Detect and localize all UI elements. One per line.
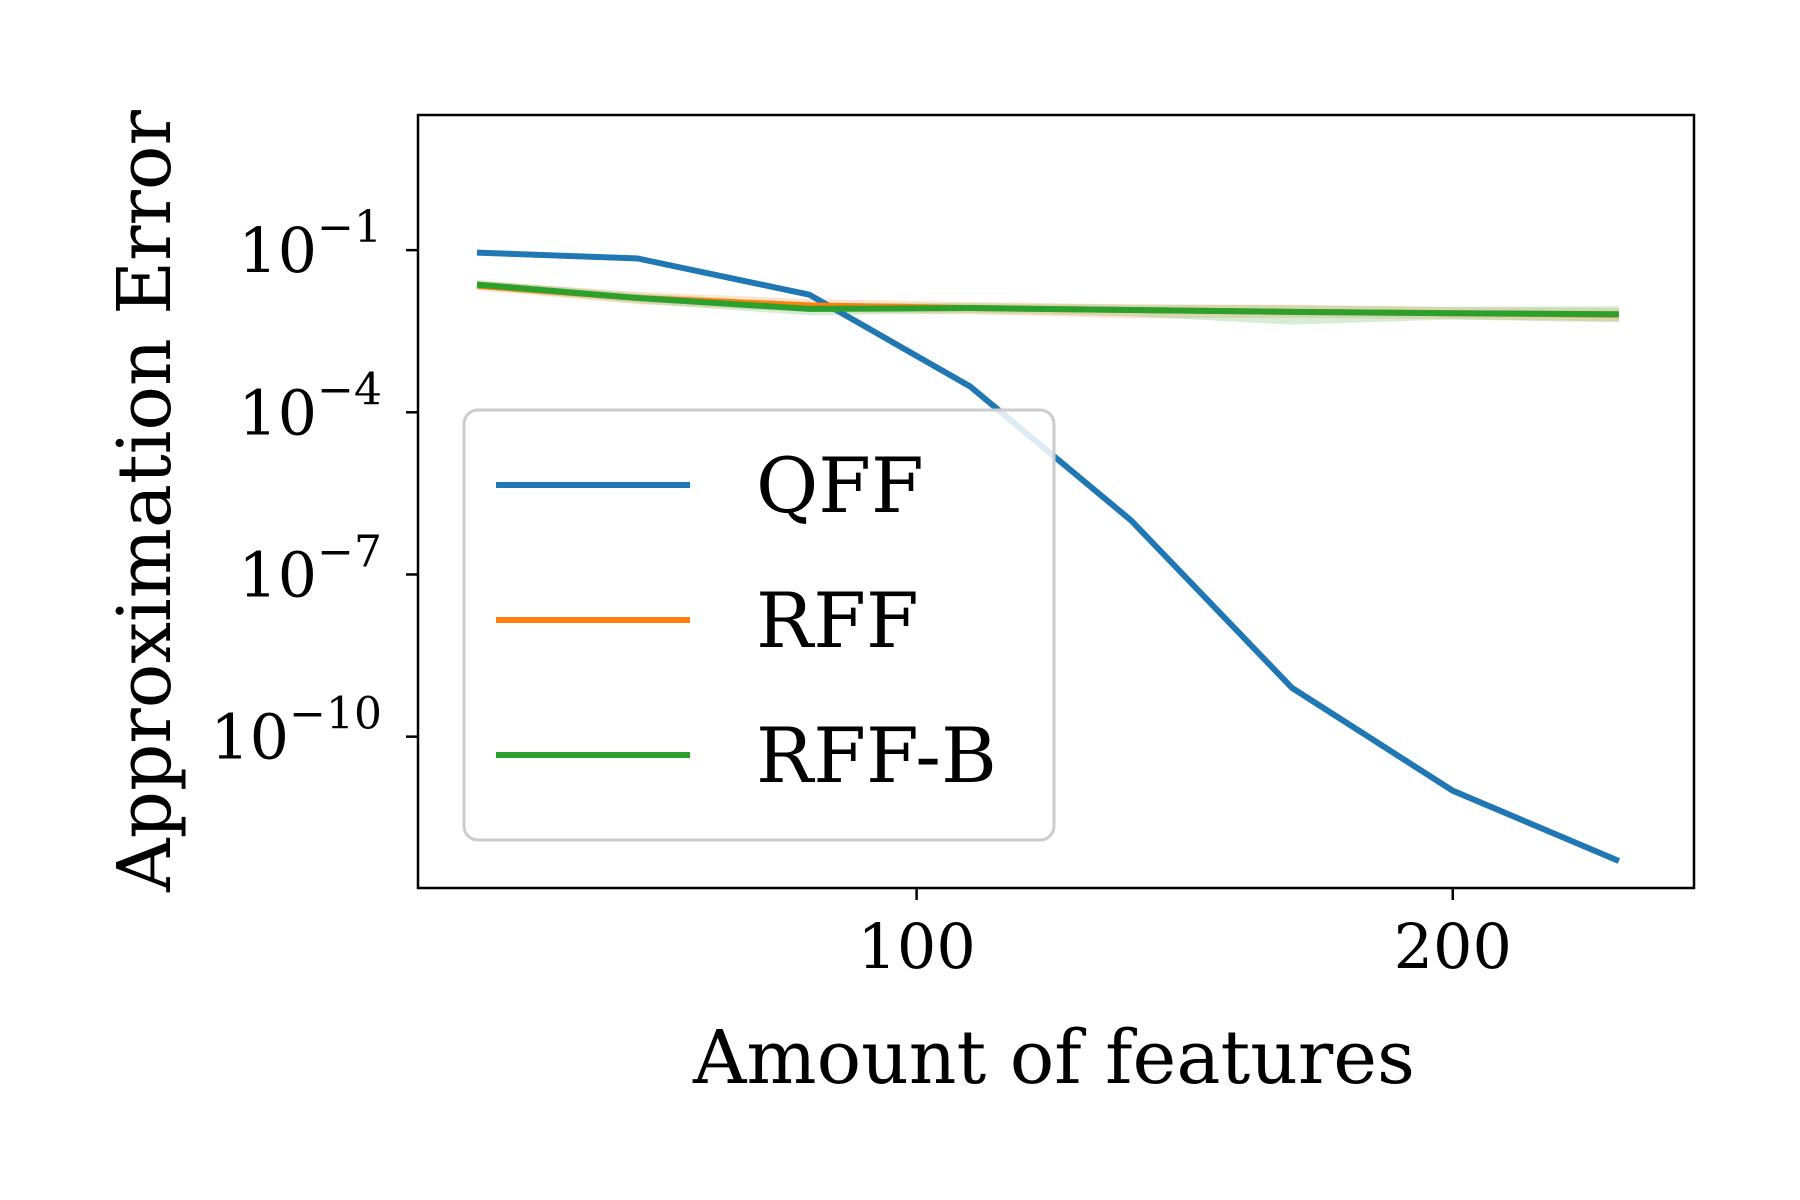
x-axis-title: Amount of features — [692, 1015, 1415, 1101]
y-tick-label: 10−1 — [238, 202, 382, 287]
x-tick-label: 200 — [1394, 910, 1512, 983]
legend-items: QFF RFF RFF-B — [496, 441, 997, 800]
legend-label-rff: RFF — [756, 576, 919, 665]
x-tick-label: 100 — [857, 910, 975, 983]
plot-area-frame — [416, 113, 1696, 890]
y-tick-label: 10−10 — [210, 689, 382, 774]
x-axis-ticks: 100 200 — [857, 888, 1512, 983]
y-tick-label: 10−7 — [238, 526, 382, 611]
legend-label-qff: QFF — [756, 441, 924, 530]
series-line-rff-b — [476, 281, 1619, 318]
y-axis-ticks: 10−1 10−4 10−7 10−10 — [210, 202, 418, 774]
legend-label-rff-b: RFF-B — [756, 711, 997, 800]
y-tick-label: 10−4 — [238, 364, 382, 449]
y-axis-title: Approximation Error — [102, 110, 188, 893]
legend: QFF RFF RFF-B — [462, 408, 1056, 842]
legend-frame — [462, 408, 1056, 842]
